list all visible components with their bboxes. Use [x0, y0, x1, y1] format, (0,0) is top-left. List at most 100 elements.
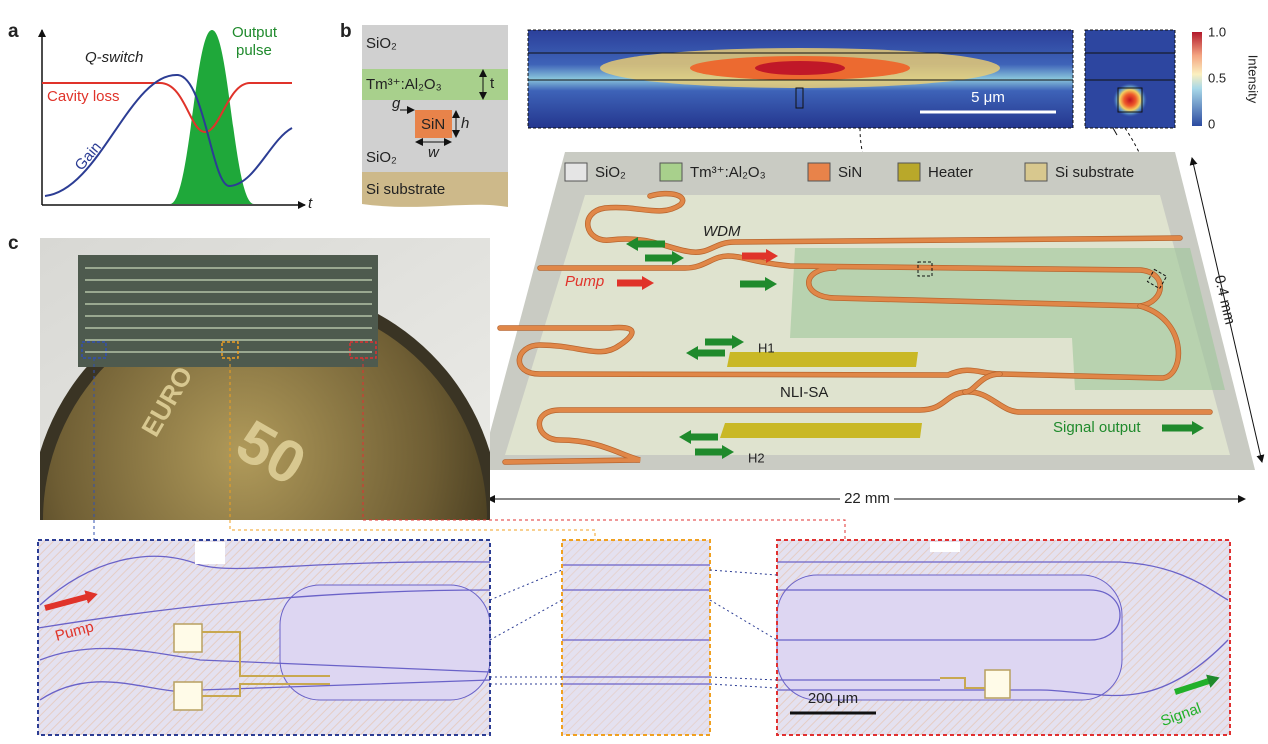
shape [562, 540, 710, 735]
legend-entry: SiO₂ [595, 164, 626, 181]
pad [195, 542, 225, 564]
heater-label: H2 [748, 450, 765, 465]
nli-sa-label: NLI-SA [780, 384, 828, 401]
q-switch-text: Q-switch [85, 49, 143, 66]
frame [527, 29, 1074, 129]
time-axis-label: t [308, 195, 313, 212]
wdm-label: WDM [703, 223, 741, 240]
output-pulse-label: pulse [236, 42, 272, 59]
sin-core [415, 110, 452, 138]
frame [1084, 29, 1176, 129]
text: SiN [421, 116, 445, 133]
text: t [490, 75, 495, 92]
frame [561, 539, 711, 736]
core-outline [795, 87, 804, 109]
mode-profiles: 5 μm 1.0 0.5 0 Intensity [527, 24, 1261, 273]
panel-c: c EURO 50 [8, 233, 846, 540]
zoom-box [917, 261, 933, 277]
connector [489, 569, 778, 689]
text: Tm³⁺:Al₂O₃ [366, 76, 442, 93]
photo: EURO 50 [40, 238, 490, 520]
colorbar-label: Intensity [1246, 55, 1261, 104]
legend-swatch [897, 162, 921, 182]
shape [538, 253, 1163, 309]
q-switch-label: Q-switch [85, 49, 143, 66]
legend-swatch [564, 162, 588, 182]
gain-window [776, 574, 1123, 701]
text: Si substrate [366, 181, 445, 198]
heater-trace [202, 631, 330, 697]
frame [776, 539, 1231, 736]
gain-curve [44, 73, 293, 197]
mode-field [755, 61, 845, 75]
shape [503, 389, 1212, 464]
legend-swatch [807, 162, 831, 182]
shape [585, 191, 1182, 255]
shape [777, 561, 1229, 697]
heater [727, 352, 918, 367]
zoom-box [1146, 268, 1168, 290]
heater-trace [940, 677, 985, 689]
shape [85, 267, 372, 353]
colorbar-tick: 0 [1208, 116, 1215, 131]
top-cladding [362, 25, 508, 69]
frame [37, 539, 491, 736]
cavity-loss-label: Cavity loss [47, 88, 120, 105]
mode-field [1113, 83, 1147, 117]
scale-bar-label: 200 μm [808, 690, 858, 707]
text: SiO₂ [366, 149, 397, 166]
text: g [392, 95, 401, 112]
legend-entry: Si substrate [1055, 164, 1134, 181]
panel-a: a Q-switch Output pulse Cavity loss Gain… [8, 21, 313, 212]
dimension-arrow [1189, 157, 1265, 463]
shape [498, 304, 1181, 380]
legend-swatch [659, 162, 683, 182]
connector [229, 358, 596, 540]
panel-label: a [8, 21, 19, 42]
scale-bar-label: 5 μm [971, 89, 1005, 106]
signal-arrow [1174, 674, 1220, 695]
signal-arrows [617, 237, 1204, 459]
legend-entry: Tm³⁺:Al₂O₃ [690, 164, 766, 181]
heater-pad [984, 669, 1011, 699]
shape [78, 255, 378, 367]
connector [362, 358, 846, 540]
length-label: 22 mm [844, 490, 890, 507]
chip-3d: SiO₂ Tm³⁺:Al₂O₃ SiN Heater Si substrate … [480, 152, 1265, 508]
pump-arrow [44, 590, 98, 611]
heater-pad [173, 623, 203, 653]
waveguides [497, 190, 1213, 465]
pad [930, 542, 960, 552]
micrographs: Pump 200 μm Signal [37, 539, 1231, 736]
gain-label: Gain [72, 139, 105, 174]
output-pulse-label: Output [232, 24, 278, 41]
legend-entry: SiN [838, 164, 862, 181]
shape [562, 564, 710, 685]
gain-region [790, 248, 1225, 390]
text: SiO₂ [366, 35, 397, 52]
heater [720, 423, 922, 438]
colorbar [1192, 32, 1202, 126]
connector [1112, 127, 1118, 136]
core-outline [1117, 87, 1143, 113]
text: h [461, 115, 469, 132]
substrate [362, 172, 508, 207]
panel-label: b [340, 21, 352, 42]
panel-b-cross-section: b SiO₂ Tm³⁺:Al₂O₃ t g SiN h w SiO₂ Si su… [340, 21, 508, 207]
signal-output-label: Signal output [1053, 419, 1141, 436]
pump-label: Pump [565, 273, 604, 290]
colorbar-tick: 1.0 [1208, 24, 1226, 39]
shape [37, 555, 491, 701]
legend-entry: Heater [928, 164, 973, 181]
heater-label: H1 [758, 340, 775, 355]
label-bg [840, 490, 894, 508]
legend-swatch [1024, 162, 1048, 182]
text: w [428, 144, 440, 161]
cavity-loss-curve [42, 82, 292, 134]
colorbar-tick: 0.5 [1208, 70, 1226, 85]
shape [963, 372, 1002, 394]
heater-pad [173, 681, 203, 711]
output-pulse [170, 30, 254, 204]
gain-window [279, 584, 491, 701]
